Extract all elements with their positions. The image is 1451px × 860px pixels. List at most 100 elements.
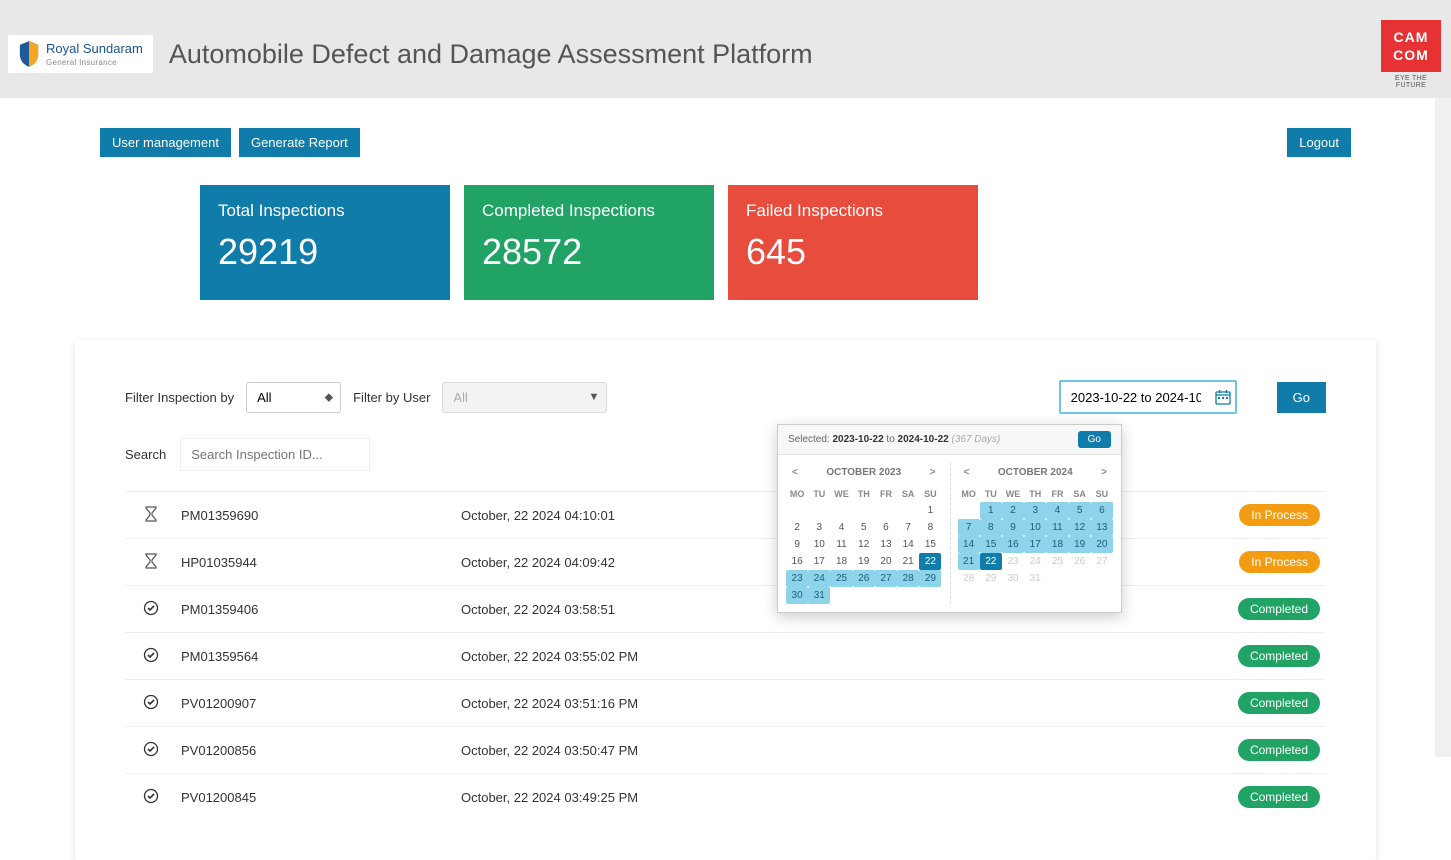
filter-user-select[interactable]: All	[442, 382, 607, 413]
date-range-picker[interactable]	[1059, 380, 1237, 414]
dp-day[interactable]: 25	[1046, 553, 1068, 570]
scrollbar[interactable]	[1435, 0, 1451, 757]
dp-day[interactable]: 23	[786, 570, 808, 587]
dp-day[interactable]: 1	[919, 502, 941, 519]
dp-day[interactable]: 22	[980, 553, 1002, 570]
dp-day[interactable]: 18	[1046, 536, 1068, 553]
dp-day[interactable]: 19	[1069, 536, 1091, 553]
table-row[interactable]: PM01359690 October, 22 2024 04:10:01 In …	[125, 492, 1326, 539]
dp-day[interactable]: 4	[1046, 502, 1068, 519]
dp-go-button[interactable]: Go	[1078, 431, 1111, 448]
dp-day[interactable]: 8	[980, 519, 1002, 536]
dp-day[interactable]: 15	[980, 536, 1002, 553]
dp-day[interactable]: 24	[1024, 553, 1046, 570]
company-logo: Royal Sundaram General Insurance	[8, 35, 153, 73]
inspection-id: PV01200856	[175, 727, 455, 774]
dp-day[interactable]: 21	[958, 553, 980, 570]
dp-day[interactable]: 13	[875, 536, 897, 553]
dp-day[interactable]: 18	[830, 553, 852, 570]
dp-day[interactable]: 21	[897, 553, 919, 570]
dp-day[interactable]: 25	[830, 570, 852, 587]
go-button[interactable]: Go	[1277, 382, 1326, 413]
status-badge: Completed	[1238, 786, 1320, 808]
table-row[interactable]: PV01200907 October, 22 2024 03:51:16 PM …	[125, 680, 1326, 727]
stat-card: Failed Inspections645	[728, 185, 978, 300]
dp-day[interactable]: 19	[853, 553, 875, 570]
date-range-input[interactable]	[1061, 383, 1211, 412]
dp-day[interactable]: 11	[1046, 519, 1068, 536]
dp-day[interactable]: 30	[1002, 570, 1024, 587]
table-row[interactable]: PV01200845 October, 22 2024 03:49:25 PM …	[125, 774, 1326, 821]
calendar-icon[interactable]	[1211, 382, 1235, 412]
dp-day[interactable]: 20	[1091, 536, 1113, 553]
dp-day[interactable]: 30	[786, 587, 808, 604]
table-row[interactable]: PM01359406 October, 22 2024 03:58:51 Com…	[125, 586, 1326, 633]
dp-day[interactable]: 23	[1002, 553, 1024, 570]
dp-day[interactable]: 20	[875, 553, 897, 570]
dp-day[interactable]: 28	[958, 570, 980, 587]
dp-day[interactable]: 22	[919, 553, 941, 570]
dp-day[interactable]: 27	[1091, 553, 1113, 570]
inspections-table: PM01359690 October, 22 2024 04:10:01 In …	[125, 491, 1326, 820]
dp-day[interactable]: 4	[830, 519, 852, 536]
dp-day[interactable]: 10	[1024, 519, 1046, 536]
dp-day[interactable]: 3	[808, 519, 830, 536]
dp-day[interactable]: 5	[853, 519, 875, 536]
dp-next-month[interactable]: >	[1095, 467, 1113, 478]
dp-day[interactable]: 17	[1024, 536, 1046, 553]
dp-day[interactable]: 7	[897, 519, 919, 536]
dp-day[interactable]: 31	[1024, 570, 1046, 587]
dp-dow: WE	[1002, 486, 1024, 502]
vendor-logo-line2: COM	[1381, 46, 1441, 64]
dp-day[interactable]: 12	[1069, 519, 1091, 536]
dp-day[interactable]: 15	[919, 536, 941, 553]
inspection-date: October, 22 2024 03:50:47 PM	[455, 727, 1206, 774]
logout-button[interactable]: Logout	[1287, 128, 1351, 157]
user-management-button[interactable]: User management	[100, 128, 231, 157]
table-row[interactable]: PM01359564 October, 22 2024 03:55:02 PM …	[125, 633, 1326, 680]
inspection-id: PM01359564	[175, 633, 455, 680]
dp-day[interactable]: 14	[897, 536, 919, 553]
dp-prev-month[interactable]: <	[958, 467, 976, 478]
dp-dow: MO	[958, 486, 980, 502]
dp-day[interactable]: 27	[875, 570, 897, 587]
dp-day[interactable]: 17	[808, 553, 830, 570]
dp-day[interactable]: 16	[786, 553, 808, 570]
dp-day[interactable]: 7	[958, 519, 980, 536]
dp-day[interactable]: 24	[808, 570, 830, 587]
table-row[interactable]: PV01200856 October, 22 2024 03:50:47 PM …	[125, 727, 1326, 774]
filter-inspection-select[interactable]: All	[246, 382, 341, 413]
dp-day[interactable]: 3	[1024, 502, 1046, 519]
dp-day[interactable]: 5	[1069, 502, 1091, 519]
dp-day[interactable]: 8	[919, 519, 941, 536]
dp-day[interactable]: 9	[786, 536, 808, 553]
dp-month-title: OCTOBER 2024	[998, 467, 1073, 478]
dp-dow: SU	[1091, 486, 1113, 502]
dp-day[interactable]: 13	[1091, 519, 1113, 536]
dp-day[interactable]: 9	[1002, 519, 1024, 536]
status-badge: In Process	[1239, 551, 1320, 573]
dp-day[interactable]: 10	[808, 536, 830, 553]
dp-day[interactable]: 26	[853, 570, 875, 587]
dp-day[interactable]: 29	[980, 570, 1002, 587]
dp-day[interactable]: 16	[1002, 536, 1024, 553]
dp-day[interactable]: 26	[1069, 553, 1091, 570]
dp-day[interactable]: 6	[1091, 502, 1113, 519]
generate-report-button[interactable]: Generate Report	[239, 128, 360, 157]
dp-day[interactable]: 11	[830, 536, 852, 553]
dp-day[interactable]: 2	[1002, 502, 1024, 519]
dp-day[interactable]: 29	[919, 570, 941, 587]
dp-day[interactable]: 2	[786, 519, 808, 536]
dp-day[interactable]: 12	[853, 536, 875, 553]
search-input[interactable]	[180, 438, 370, 471]
dp-prev-month[interactable]: <	[786, 467, 804, 478]
dp-day[interactable]: 1	[980, 502, 1002, 519]
dp-day[interactable]: 28	[897, 570, 919, 587]
dp-day[interactable]: 31	[808, 587, 830, 604]
table-row[interactable]: HP01035944 October, 22 2024 04:09:42 In …	[125, 539, 1326, 586]
dp-next-month[interactable]: >	[924, 467, 942, 478]
dp-dow: SA	[897, 486, 919, 502]
dp-day[interactable]: 6	[875, 519, 897, 536]
dp-day[interactable]: 14	[958, 536, 980, 553]
status-badge: Completed	[1238, 739, 1320, 761]
